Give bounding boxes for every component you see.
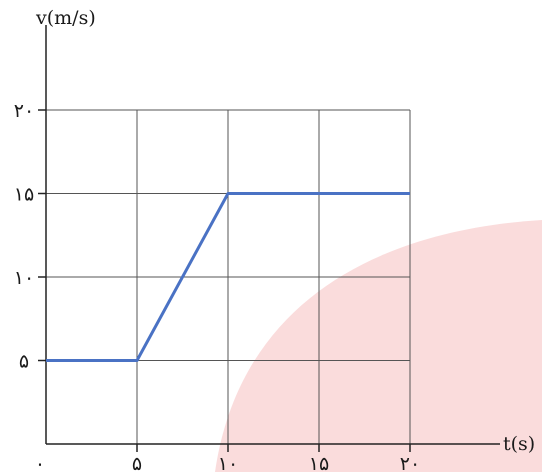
x-tick-label: ۰: [35, 453, 45, 472]
ticks: ۵ ۱۰ ۱۵ ۲۰ ۰ ۵ ۱۰ ۱۵ ۲۰: [14, 100, 420, 472]
y-tick-label: ۱۵: [14, 184, 34, 206]
watermark-shape: [215, 220, 542, 472]
y-axis-label: v(m/s): [35, 7, 96, 29]
series-layer: [46, 192, 410, 362]
y-tick-label: ۲۰: [14, 100, 34, 122]
x-tick-label: ۱۵: [309, 453, 329, 472]
y-tick-label: ۵: [19, 351, 29, 373]
labels: v(m/s) t(s): [35, 7, 535, 455]
velocity-line: [46, 192, 410, 362]
axes: [45, 25, 500, 445]
x-axis-label: t(s): [503, 433, 535, 455]
x-tick-label: ۱۰: [218, 453, 238, 472]
x-tick-label: ۲۰: [400, 453, 420, 472]
x-tick-label: ۵: [132, 453, 142, 472]
y-tick-label: ۱۰: [14, 267, 34, 289]
